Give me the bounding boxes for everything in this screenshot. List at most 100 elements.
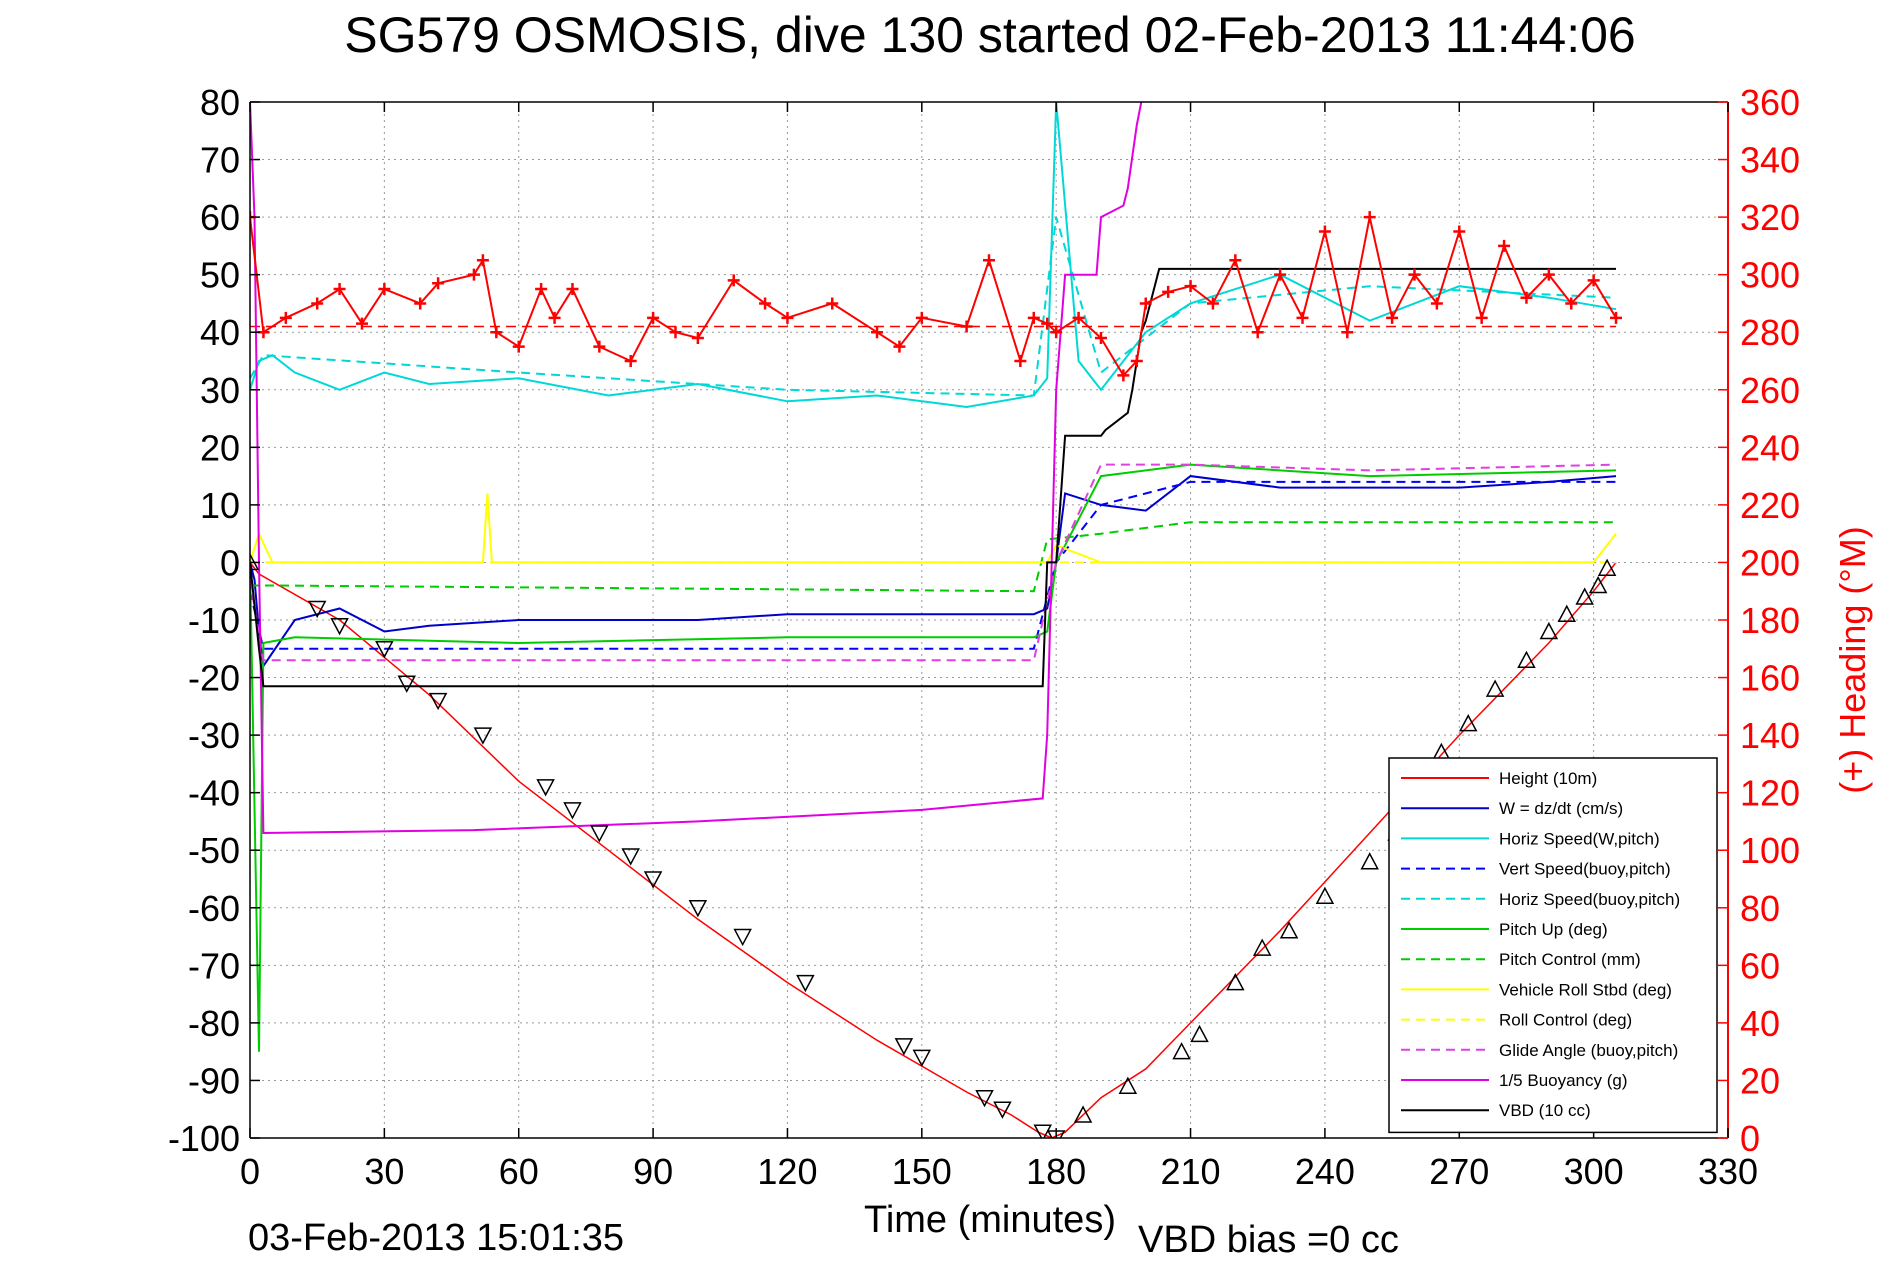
heading-point bbox=[1027, 311, 1040, 324]
depth-marker bbox=[1073, 1105, 1093, 1123]
y-right-tick-label: 300 bbox=[1740, 255, 1800, 296]
depth-marker bbox=[1172, 1042, 1191, 1060]
depth-marker bbox=[1315, 886, 1335, 905]
y-tick-label: -60 bbox=[188, 888, 240, 929]
x-tick-label: 30 bbox=[364, 1151, 404, 1192]
heading-point bbox=[915, 311, 928, 324]
heading-point bbox=[333, 283, 346, 296]
legend-label: Glide Angle (buoy,pitch) bbox=[1499, 1041, 1678, 1060]
heading-point bbox=[414, 297, 427, 310]
x-tick-label: 300 bbox=[1564, 1151, 1624, 1192]
heading-point bbox=[1318, 225, 1331, 238]
heading-point bbox=[871, 326, 884, 339]
y-tick-label: -70 bbox=[188, 945, 240, 986]
series-line-5 bbox=[250, 463, 1617, 1052]
depth-marker bbox=[1252, 938, 1272, 956]
heading-point bbox=[1475, 311, 1488, 324]
x-tick-label: 210 bbox=[1161, 1151, 1221, 1192]
depth-marker bbox=[1588, 575, 1608, 594]
footer-vbd-bias: VBD bias =0 cc bbox=[1138, 1219, 1399, 1261]
y-tick-label: -100 bbox=[168, 1118, 240, 1159]
y-tick-label: 10 bbox=[200, 485, 240, 526]
heading-point bbox=[1296, 311, 1309, 324]
y-tick-label: -50 bbox=[188, 830, 240, 871]
y-right-tick-label: 120 bbox=[1740, 773, 1800, 814]
heading-point bbox=[512, 340, 525, 353]
heading-point bbox=[311, 297, 324, 310]
heading-point bbox=[781, 311, 794, 324]
y-right-tick-label: 340 bbox=[1740, 140, 1800, 181]
right-axis-label: (+) Heading (°M) bbox=[1832, 526, 1873, 793]
depth-marker bbox=[1485, 679, 1505, 697]
y-right-tick-label: 80 bbox=[1740, 888, 1780, 929]
y-right-tick-label: 0 bbox=[1740, 1118, 1760, 1159]
depth-marker bbox=[1597, 558, 1617, 576]
depth-marker bbox=[894, 1038, 914, 1056]
heading-point bbox=[355, 317, 368, 330]
legend-label: Roll Control (deg) bbox=[1499, 1011, 1632, 1030]
depth-marker bbox=[1539, 621, 1559, 640]
heading-point bbox=[1520, 291, 1533, 304]
y-right-tick-label: 200 bbox=[1740, 542, 1800, 583]
y-tick-label: 60 bbox=[200, 197, 240, 238]
heading-point bbox=[1610, 311, 1623, 324]
depth-marker bbox=[563, 802, 582, 820]
heading-point bbox=[983, 254, 995, 267]
y-tick-label: 70 bbox=[200, 140, 240, 181]
legend-label: Horiz Speed(W,pitch) bbox=[1499, 829, 1660, 848]
heading-point bbox=[1206, 297, 1219, 310]
heading-point bbox=[476, 254, 489, 267]
heading-point bbox=[432, 277, 445, 290]
y-right-tick-label: 40 bbox=[1740, 1003, 1780, 1044]
x-tick-label: 330 bbox=[1698, 1151, 1758, 1192]
y-tick-label: 0 bbox=[220, 542, 240, 583]
heading-point bbox=[826, 297, 839, 310]
heading-point bbox=[593, 340, 606, 353]
heading-point bbox=[1139, 297, 1152, 310]
depth-marker bbox=[688, 900, 708, 918]
y-right-tick-label: 360 bbox=[1740, 82, 1800, 123]
heading-point bbox=[1117, 369, 1130, 382]
y-tick-label: 50 bbox=[200, 255, 240, 296]
legend-label: W = dz/dt (cm/s) bbox=[1499, 799, 1623, 818]
heading-point bbox=[1072, 311, 1085, 324]
heading-point bbox=[1565, 297, 1578, 310]
y-right-tick-label: 240 bbox=[1740, 427, 1800, 468]
depth-marker bbox=[1033, 1124, 1052, 1138]
heading-point bbox=[1050, 326, 1063, 339]
footer-date: 03-Feb-2013 15:01:35 bbox=[248, 1217, 624, 1259]
x-tick-label: 0 bbox=[240, 1151, 260, 1192]
series-line-2 bbox=[250, 102, 1617, 409]
heading-point bbox=[1430, 297, 1443, 310]
heading-point bbox=[378, 283, 391, 296]
depth-marker bbox=[1226, 973, 1245, 991]
depth-marker bbox=[536, 779, 555, 797]
depth-marker bbox=[1279, 921, 1299, 939]
heading-point bbox=[1498, 239, 1511, 252]
y-right-tick-label: 220 bbox=[1740, 485, 1800, 526]
x-tick-label: 90 bbox=[633, 1151, 673, 1192]
depth-marker bbox=[1432, 742, 1451, 761]
heading-point bbox=[759, 297, 772, 310]
depth-marker bbox=[473, 727, 493, 745]
series-line-10 bbox=[250, 102, 1143, 835]
heading-point bbox=[647, 311, 660, 324]
depth-marker bbox=[375, 641, 394, 659]
heading-point bbox=[624, 355, 637, 367]
heading-point bbox=[1162, 285, 1175, 298]
heading-point bbox=[960, 320, 973, 333]
heading-point bbox=[1587, 274, 1600, 287]
heading-point bbox=[1094, 331, 1107, 344]
y-right-tick-label: 140 bbox=[1740, 715, 1800, 756]
depth-marker bbox=[733, 928, 752, 947]
heading-point bbox=[1363, 211, 1376, 224]
y-tick-label: -10 bbox=[188, 600, 240, 641]
x-tick-label: 240 bbox=[1295, 1151, 1355, 1192]
chart-title: SG579 OSMOSIS, dive 130 started 02-Feb-2… bbox=[344, 7, 1636, 63]
heading-point bbox=[893, 340, 906, 353]
y-right-tick-label: 60 bbox=[1740, 945, 1780, 986]
heading-point bbox=[1229, 254, 1242, 267]
y-tick-label: -30 bbox=[188, 715, 240, 756]
heading-point bbox=[535, 283, 548, 296]
